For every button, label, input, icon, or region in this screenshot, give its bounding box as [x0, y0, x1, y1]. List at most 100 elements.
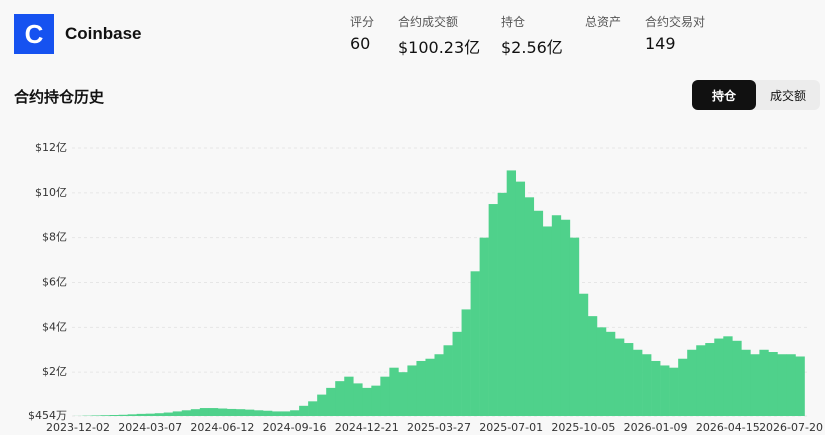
bar [172, 411, 183, 416]
bar [524, 197, 535, 416]
bar [669, 367, 679, 416]
bar [154, 413, 165, 416]
bar [434, 354, 444, 416]
bar [705, 343, 715, 416]
bar [614, 338, 625, 416]
bar [768, 352, 778, 416]
exchange-name: Coinbase [65, 24, 142, 43]
bar [605, 331, 616, 416]
bar [217, 408, 228, 416]
bar [326, 387, 336, 416]
y-tick-label: $10亿 [35, 186, 67, 199]
bar [100, 415, 110, 416]
bar [163, 412, 174, 416]
bar [263, 410, 273, 416]
bar [488, 204, 498, 416]
stat-value: $100.23亿 [398, 38, 481, 57]
bar [235, 409, 246, 416]
stat-label: 合约交易对 [645, 15, 706, 29]
bar [578, 293, 589, 416]
stat-value: 60 [350, 34, 371, 53]
bar [190, 409, 201, 416]
stat-label: 持仓 [501, 15, 526, 29]
bar [109, 415, 119, 416]
stat-label: 评分 [350, 15, 375, 29]
bar [651, 360, 661, 416]
bar [407, 365, 417, 416]
x-tick-label: 2024-12-21 [335, 421, 399, 434]
x-tick-label: 2024-03-07 [118, 421, 182, 434]
bar [253, 410, 264, 416]
bar [335, 381, 345, 416]
y-tick-label: $8亿 [42, 231, 67, 244]
bar [344, 376, 354, 416]
bar [317, 394, 327, 416]
section-title: 合约持仓历史 [14, 88, 105, 106]
bar [127, 414, 137, 416]
bar [795, 356, 805, 416]
bar [515, 181, 526, 416]
bar [244, 409, 255, 416]
stat-value: 149 [645, 34, 676, 53]
y-tick-label: $6亿 [42, 276, 67, 289]
bar [732, 340, 742, 416]
bar [272, 411, 282, 416]
bar [479, 237, 489, 416]
y-tick-label: $12亿 [35, 141, 67, 154]
bar [723, 336, 733, 416]
bar [542, 226, 553, 416]
bar [750, 354, 760, 416]
tab[interactable]: 持仓 [692, 80, 756, 110]
bar [371, 385, 381, 416]
x-tick-label: 2026-07-20 [759, 421, 823, 434]
bar [91, 415, 101, 416]
bar [560, 219, 571, 416]
tab[interactable]: 成交额 [769, 88, 806, 103]
bar [741, 349, 751, 416]
x-tick-label: 2026-04-15 [696, 421, 760, 434]
y-tick-label: $2亿 [42, 365, 67, 378]
bar [380, 376, 390, 416]
bar [425, 358, 435, 416]
bar [678, 358, 688, 416]
bar [290, 410, 300, 416]
bar [389, 367, 399, 416]
bar [470, 271, 480, 416]
bar [226, 408, 237, 416]
bar [533, 210, 544, 416]
tabs: 持仓 成交额 [692, 80, 820, 110]
bar [596, 327, 607, 416]
bar [569, 237, 580, 416]
bar [199, 408, 210, 416]
bar [461, 309, 471, 416]
bar [118, 414, 128, 416]
stat-value: $2.56亿 [501, 38, 563, 57]
bar [208, 408, 219, 416]
x-tick-label: 2025-10-05 [551, 421, 615, 434]
bar [281, 411, 291, 416]
y-tick-label: $4亿 [42, 320, 67, 333]
stat-label: 总资产 [585, 15, 622, 29]
bar [497, 192, 507, 416]
bar [416, 360, 426, 416]
bar [687, 349, 697, 416]
bar [398, 372, 408, 416]
bar [145, 413, 156, 416]
bar [551, 215, 562, 416]
y-tick-label: $454万 [28, 409, 67, 422]
x-tick-label: 2026-01-09 [624, 421, 688, 434]
bar [136, 413, 146, 416]
bar [506, 170, 517, 416]
bar [642, 354, 652, 416]
bar [362, 387, 372, 416]
x-tick-label: 2024-06-12 [190, 421, 254, 434]
bar [299, 405, 309, 416]
bar [660, 365, 670, 416]
bar [777, 354, 787, 416]
bar [308, 401, 318, 416]
bar [759, 349, 769, 416]
stat-label: 合约成交额 [398, 15, 459, 29]
bar [624, 343, 634, 416]
